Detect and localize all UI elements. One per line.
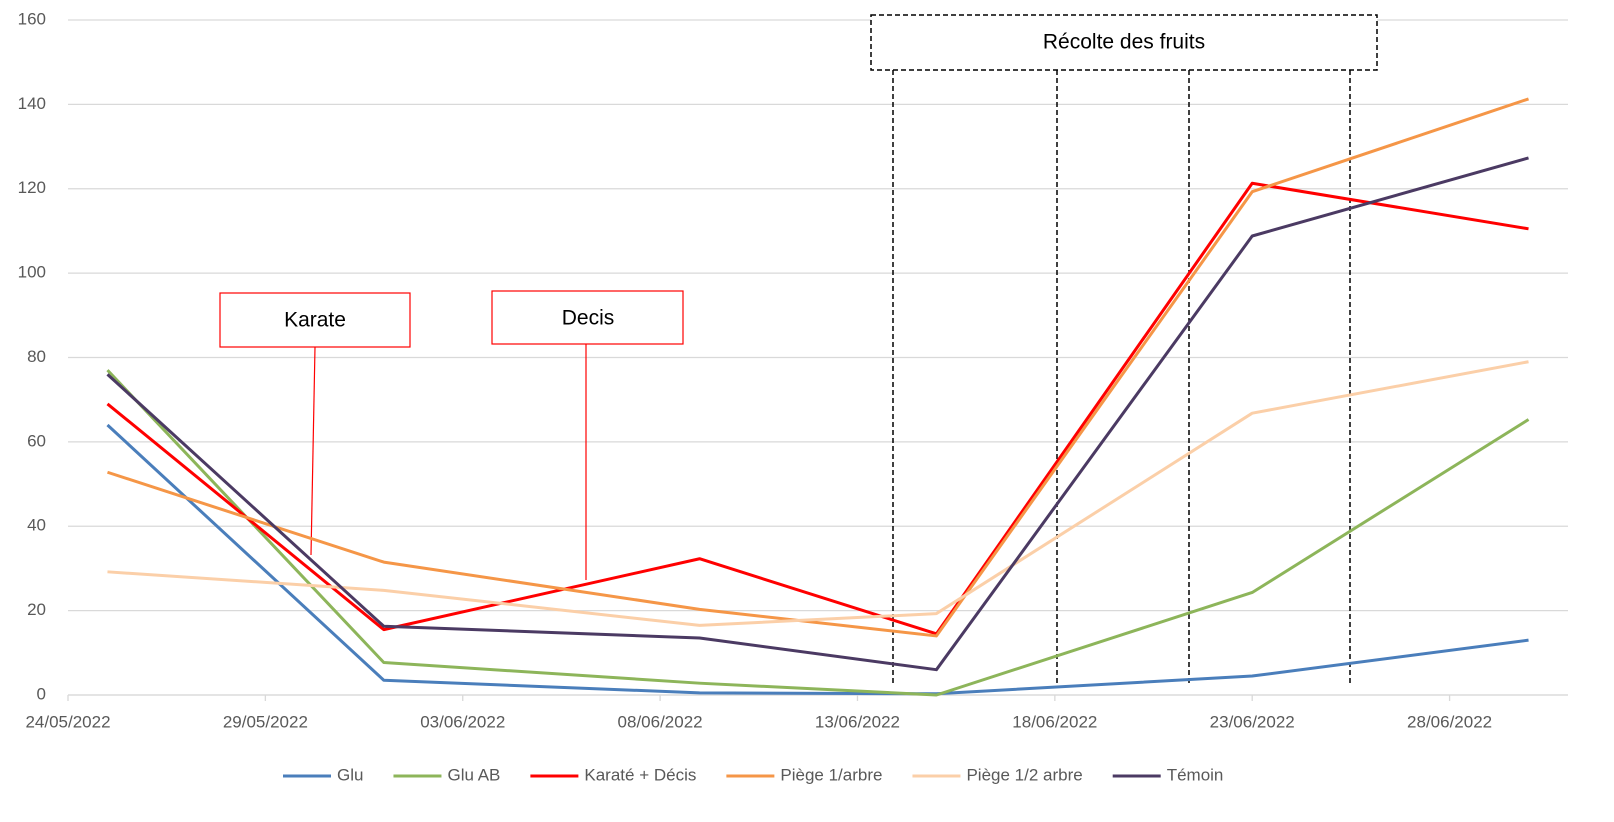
legend-label: Glu AB [447,765,500,784]
y-tick-label: 20 [27,600,46,619]
x-tick-label: 13/06/2022 [815,712,900,731]
decis-label: Decis [562,307,615,330]
y-tick-label: 140 [18,94,46,113]
series-line [106,369,1530,697]
series-line [106,156,1529,672]
series-line [107,360,1529,627]
karate-label: Karate [284,309,346,332]
x-tick-label: 08/06/2022 [618,712,703,731]
series-line [106,181,1529,636]
x-tick-label: 23/06/2022 [1210,712,1295,731]
legend-label: Piège 1/arbre [780,765,882,784]
legend-label: Glu [337,765,363,784]
y-tick-label: 100 [18,263,46,282]
x-tick-label: 03/06/2022 [420,712,505,731]
y-tick-label: 120 [18,178,46,197]
karate-pointer [310,346,316,556]
y-tick-label: 60 [27,431,46,450]
x-tick-label: 24/05/2022 [25,712,110,731]
karate-box [219,292,411,348]
series-line [107,97,1530,638]
harvest-box [870,14,1378,71]
x-tick-label: 29/05/2022 [223,712,308,731]
legend-label: Piège 1/2 arbre [966,765,1082,784]
y-tick-label: 40 [27,516,46,535]
legend-label: Témoin [1167,765,1224,784]
series-line [106,423,1529,696]
harvest-label: Récolte des fruits [1043,31,1205,54]
y-tick-label: 0 [37,684,46,703]
x-tick-label: 28/06/2022 [1407,712,1492,731]
decis-box [491,290,684,345]
harvest-lines [892,70,1351,685]
y-tick-label: 160 [18,9,46,28]
y-tick-label: 80 [27,347,46,366]
x-tick-label: 18/06/2022 [1012,712,1097,731]
legend-label: Karaté + Décis [584,765,696,784]
